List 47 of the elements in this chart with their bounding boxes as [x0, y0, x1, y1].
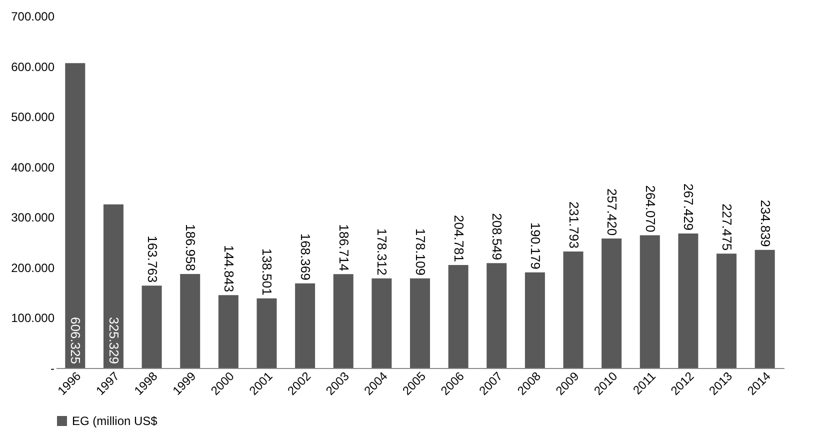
bar	[65, 63, 86, 368]
y-tick-label: 300.000	[11, 210, 55, 225]
data-label: 178.312	[374, 228, 390, 276]
bar	[563, 251, 584, 368]
data-label: 234.839	[758, 200, 773, 247]
data-label: 178.109	[413, 228, 428, 276]
data-label: 186.958	[183, 224, 198, 271]
bar	[295, 283, 316, 368]
data-label: 257.420	[604, 188, 620, 236]
legend-label: EG (million US$	[72, 414, 158, 428]
data-label: 204.781	[451, 215, 466, 262]
data-label: 186.714	[336, 224, 352, 272]
bar	[180, 274, 200, 368]
bar	[640, 235, 660, 368]
bar	[218, 295, 238, 368]
bar	[333, 274, 354, 368]
data-label: 208.549	[490, 213, 505, 260]
bar	[602, 238, 622, 368]
y-tick-label: 600.000	[11, 60, 55, 74]
bar	[716, 254, 737, 368]
bar	[103, 204, 124, 368]
y-tick-label: -	[50, 362, 54, 376]
data-label: 264.070	[642, 185, 658, 232]
bar	[410, 278, 430, 368]
data-label: 606.325	[68, 317, 84, 364]
y-tick-label: 500.000	[11, 110, 55, 124]
data-label: 168.369	[298, 233, 314, 280]
y-tick-label: 100.000	[11, 311, 55, 326]
data-label: 163.763	[144, 236, 160, 283]
bar	[448, 265, 468, 368]
data-label: 190.179	[528, 222, 543, 270]
bar	[486, 263, 507, 368]
data-label: 227.475	[720, 204, 735, 251]
bar	[678, 234, 698, 368]
bar	[754, 250, 775, 368]
data-label: 138.501	[260, 248, 275, 296]
data-label: 267.429	[681, 184, 696, 231]
bar	[142, 286, 162, 368]
y-tick-label: 200.000	[11, 260, 55, 275]
bar	[524, 272, 545, 368]
bar	[256, 298, 277, 368]
bar	[372, 278, 392, 368]
data-label: 144.843	[221, 245, 236, 292]
y-tick-label: 400.000	[11, 160, 55, 174]
data-label: 325.329	[106, 317, 122, 364]
y-tick-label: 700.000	[11, 10, 55, 24]
data-label: 231.793	[566, 201, 582, 248]
